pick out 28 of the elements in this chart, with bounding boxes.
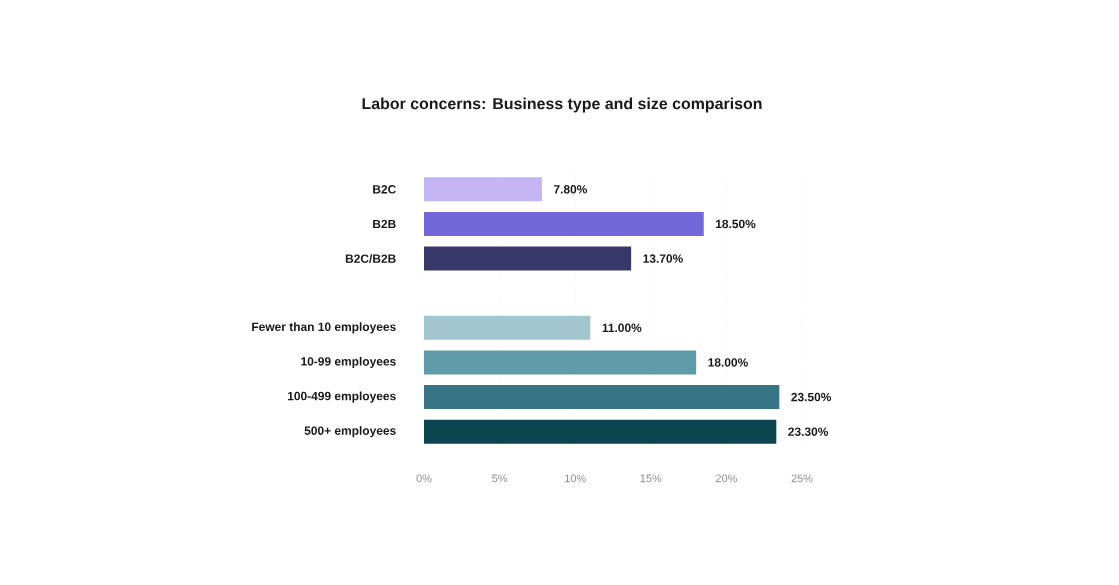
bar <box>424 211 704 236</box>
y-tick-label: B2B <box>373 219 396 229</box>
data-label: 23.30% <box>788 427 829 436</box>
data-label: 18.50% <box>716 219 756 229</box>
bar <box>424 385 780 410</box>
x-tick-label: 15% <box>640 474 662 483</box>
bar <box>424 315 591 340</box>
y-tick-label: B2C/B2B <box>345 254 396 264</box>
chart-title: Labor concerns: Business type and size comparison <box>362 97 762 113</box>
data-label: 18.00% <box>708 358 748 367</box>
y-tick-label: 10-99 employees <box>301 356 396 369</box>
bar <box>424 350 697 375</box>
data-label: 7.80% <box>553 185 588 194</box>
y-tick-label: 100-499 employees <box>287 391 396 403</box>
data-label: 13.70% <box>643 254 683 263</box>
bar <box>424 177 542 202</box>
data-label: 11.00% <box>602 323 642 333</box>
bar <box>424 419 777 444</box>
y-tick-label: Fewer than 10 employees <box>252 322 396 334</box>
data-label: 23.50% <box>791 392 832 402</box>
bar <box>424 246 632 271</box>
y-tick-label: 500+ employees <box>304 426 396 438</box>
x-tick-label: 20% <box>715 474 737 483</box>
x-tick-label: 10% <box>565 474 586 483</box>
y-tick-label: B2C <box>373 185 396 194</box>
x-tick-label: 25% <box>791 474 813 483</box>
x-tick-label: 0% <box>416 474 432 483</box>
x-tick-label: 5% <box>492 474 508 483</box>
